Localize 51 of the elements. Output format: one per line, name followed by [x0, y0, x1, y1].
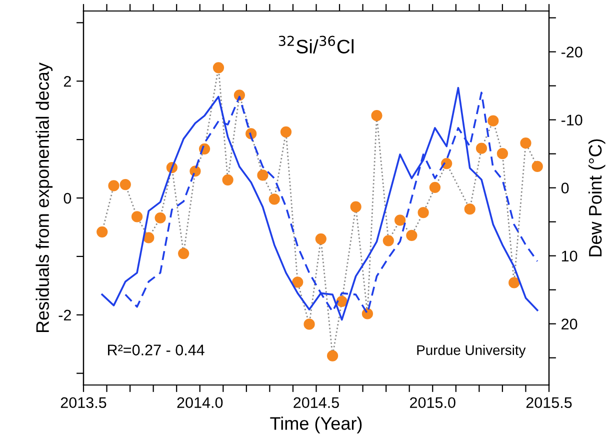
point — [350, 201, 362, 212]
x-tick-label: 2013.5 — [60, 397, 106, 408]
point — [222, 174, 234, 186]
y-tick-label: -2 — [58, 310, 71, 320]
point — [418, 207, 429, 218]
point — [382, 235, 394, 246]
point — [371, 110, 382, 122]
point — [326, 350, 338, 362]
point — [292, 276, 304, 288]
y2-tick-label: -20 — [561, 46, 582, 58]
point — [131, 211, 143, 222]
x-axis-title: Time (Year) — [270, 416, 362, 434]
x-tick-label: 2014.5 — [294, 397, 339, 408]
point — [120, 179, 131, 190]
y2-axis-title: Dew Point (°C) — [588, 139, 606, 256]
y2-tick-label: 20 — [562, 318, 578, 330]
annotation: Purdue University — [417, 344, 526, 358]
point — [532, 160, 543, 172]
point — [394, 214, 406, 226]
point — [508, 277, 520, 288]
text: $^{32}$Si/$^{36}$Cl — [278, 36, 354, 54]
point — [336, 296, 348, 307]
point — [268, 194, 280, 205]
point — [257, 170, 268, 181]
point — [108, 180, 120, 192]
point — [315, 233, 326, 244]
point — [96, 226, 108, 238]
x-tick-label: 2015.0 — [410, 397, 456, 408]
y-tick-label: 0 — [64, 192, 72, 204]
point — [280, 126, 292, 138]
y-tick-label: 2 — [64, 76, 71, 87]
point — [476, 142, 488, 154]
point — [154, 212, 166, 224]
point — [143, 232, 154, 244]
x-tick-label: 2015.5 — [526, 397, 572, 408]
y2-tick-label: 10 — [562, 250, 578, 262]
point — [488, 115, 499, 126]
y2-tick-label: 0 — [561, 182, 569, 194]
point — [212, 62, 224, 74]
point — [429, 182, 441, 194]
point — [362, 308, 374, 320]
point — [464, 204, 476, 215]
point — [520, 138, 532, 149]
point — [304, 318, 315, 330]
y2-tick-label: -10 — [561, 114, 582, 126]
y-axis-title: Residuals from exponential decay — [36, 62, 53, 332]
x-tick-label: 2014.0 — [177, 397, 223, 408]
point — [496, 148, 508, 160]
point — [406, 230, 418, 241]
point — [178, 248, 190, 260]
annotation: R²=0.27 - 0.44 — [108, 344, 204, 356]
